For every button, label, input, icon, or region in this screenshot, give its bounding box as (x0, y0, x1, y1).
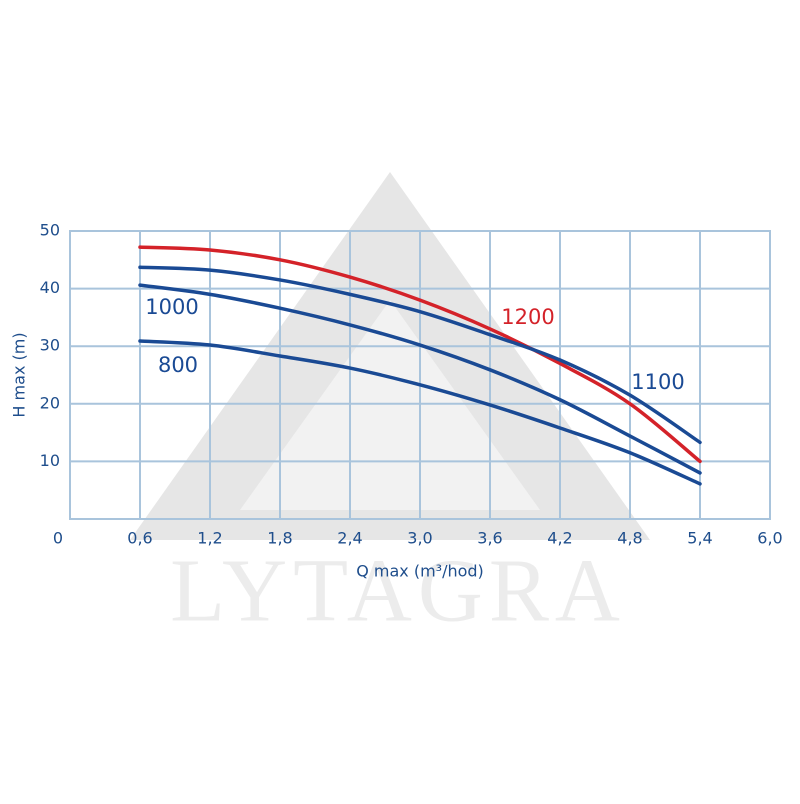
series-label: 1000 (145, 295, 198, 319)
y-tick-label: 50 (40, 221, 60, 240)
y-axis-label: H max (m) (10, 332, 29, 417)
x-tick-label: 4,2 (547, 529, 572, 548)
series-line (138, 265, 702, 445)
x-tick-label: 2,4 (337, 529, 362, 548)
watermark-text: LYTAGRA (170, 542, 626, 641)
x-axis-label: Q max (m³/hod) (356, 562, 484, 581)
logo-inner (240, 300, 540, 510)
series-label: 1100 (631, 370, 684, 394)
x-tick-label: 1,8 (267, 529, 292, 548)
watermark-logo (130, 172, 650, 540)
x-tick-label: 3,0 (407, 529, 432, 548)
x-tick-label: 3,6 (477, 529, 502, 548)
y-tick-label: 20 (40, 393, 60, 412)
x-tick-label: 6,0 (757, 529, 782, 548)
y-tick-label: 30 (40, 336, 60, 355)
y-tick-label: 40 (40, 278, 60, 297)
x-tick-label: 4,8 (617, 529, 642, 548)
x-tick-label: 0,6 (127, 529, 152, 548)
series-line (138, 283, 702, 475)
plot-border (69, 230, 771, 520)
y-tick-label: 10 (40, 451, 60, 470)
series-label: 1200 (501, 305, 554, 329)
x-tick-label: 0 (53, 529, 63, 548)
series-line (138, 339, 702, 486)
series-label: 800 (158, 353, 198, 377)
series-line (138, 245, 702, 464)
x-tick-label: 5,4 (687, 529, 712, 548)
x-tick-label: 1,2 (197, 529, 222, 548)
